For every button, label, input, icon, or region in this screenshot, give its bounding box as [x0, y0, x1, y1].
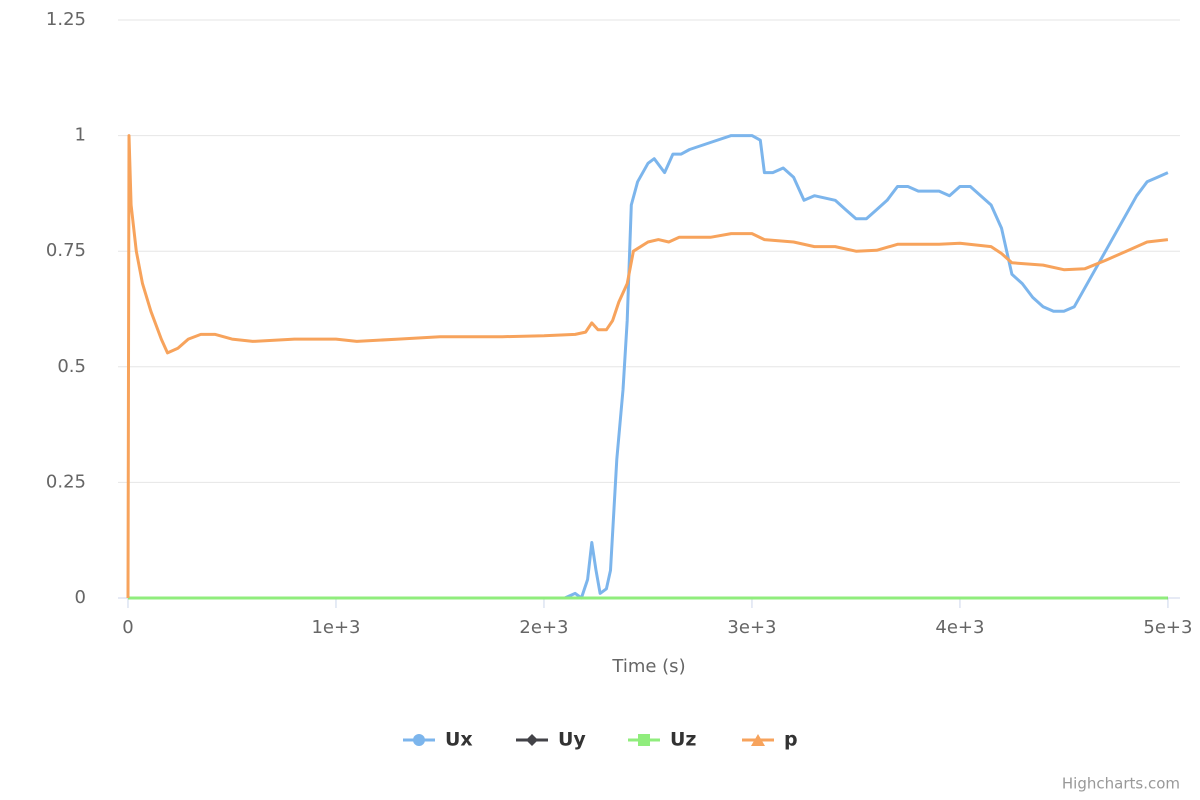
- y-tick-label: 0.75: [46, 240, 86, 261]
- y-tick-label: 0: [75, 587, 86, 608]
- legend-item[interactable]: p: [742, 729, 798, 751]
- x-tick-label: 1e+3: [311, 617, 360, 638]
- x-tick-label: 4e+3: [935, 617, 984, 638]
- series-line: [126, 134, 1169, 599]
- x-tick-label: 2e+3: [519, 617, 568, 638]
- y-tick-label: 1: [75, 125, 86, 146]
- legend-label: p: [784, 729, 798, 751]
- legend-item[interactable]: Uz: [628, 729, 697, 751]
- legend-marker: [526, 734, 538, 746]
- x-tick-label: 5e+3: [1143, 617, 1192, 638]
- x-tick-label: 0: [122, 617, 133, 638]
- legend-marker: [638, 734, 650, 746]
- legend-marker: [751, 734, 765, 746]
- legend-marker: [413, 734, 425, 746]
- y-tick-label: 0.25: [46, 471, 86, 492]
- legend-item[interactable]: Ux: [403, 729, 473, 751]
- legend-item[interactable]: Uy: [516, 729, 586, 751]
- x-axis-title: Time (s): [611, 656, 685, 677]
- y-tick-label: 0.5: [57, 356, 86, 377]
- credit[interactable]: Highcharts.com: [1062, 775, 1180, 793]
- legend-label: Uz: [670, 729, 697, 751]
- x-tick-label: 3e+3: [727, 617, 776, 638]
- legend-label: Uy: [558, 729, 586, 751]
- legend-label: Ux: [445, 729, 473, 751]
- y-tick-label: 1.25: [46, 9, 86, 30]
- series-line: [128, 134, 1169, 600]
